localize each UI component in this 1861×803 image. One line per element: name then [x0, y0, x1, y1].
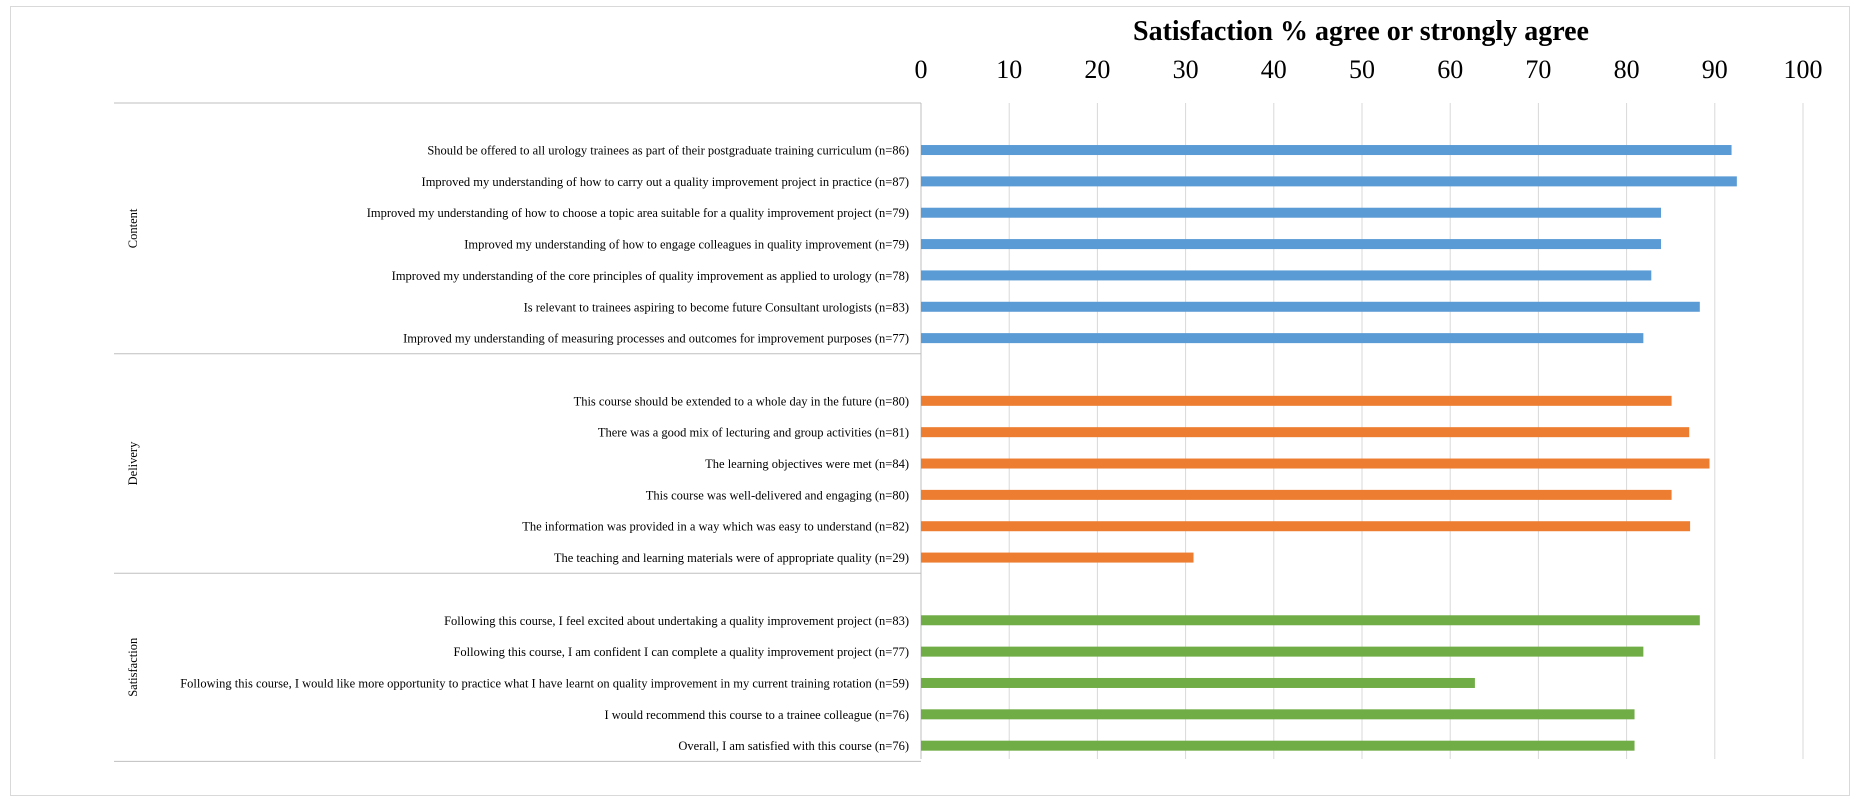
category-label: Improved my understanding of measuring p…: [403, 332, 909, 346]
bar: [921, 270, 1652, 281]
group-labels: Content Delivery Satisfaction: [126, 208, 140, 697]
x-tick-label: 0: [915, 55, 928, 84]
x-tick-label: 20: [1084, 55, 1110, 84]
x-tick-label: 70: [1525, 55, 1551, 84]
chart-frame: Satisfaction % agree or strongly agree 0…: [10, 6, 1850, 796]
category-label: The information was provided in a way wh…: [522, 520, 909, 534]
x-tick-label: 40: [1261, 55, 1287, 84]
x-tick-label: 10: [996, 55, 1022, 84]
bar: [921, 709, 1635, 720]
bar: [921, 301, 1700, 312]
category-label: The teaching and learning materials were…: [554, 551, 909, 565]
bar: [921, 427, 1690, 438]
category-label: Is relevant to trainees aspiring to beco…: [524, 300, 909, 314]
bar: [921, 145, 1732, 156]
category-label: Following this course, I am confident I …: [453, 645, 909, 659]
category-label: Overall, I am satisfied with this course…: [678, 739, 909, 753]
x-tick-label: 30: [1173, 55, 1199, 84]
bar: [921, 615, 1700, 626]
chart-title: Satisfaction % agree or strongly agree: [1133, 16, 1589, 47]
x-tick-label: 90: [1702, 55, 1728, 84]
bar: [921, 239, 1661, 250]
bar: [921, 521, 1691, 532]
group-label: Delivery: [126, 441, 140, 485]
bar: [921, 176, 1737, 187]
category-label: The learning objectives were met (n=84): [705, 457, 909, 471]
x-tick-label: 80: [1614, 55, 1640, 84]
category-label: Should be offered to all urology trainee…: [427, 144, 909, 158]
category-label: This course was well-delivered and engag…: [646, 488, 909, 502]
bar: [921, 646, 1644, 657]
bar: [921, 552, 1194, 563]
bar: [921, 395, 1672, 406]
bar: [921, 740, 1635, 751]
group-label: Satisfaction: [126, 637, 140, 697]
category-label: Following this course, I feel excited ab…: [444, 614, 909, 628]
x-tick-label: 100: [1784, 55, 1823, 84]
category-label: Improved my understanding of the core pr…: [392, 269, 909, 283]
category-label: Improved my understanding of how to carr…: [422, 175, 909, 189]
category-label: Improved my understanding of how to enga…: [464, 238, 909, 252]
bar: [921, 207, 1661, 218]
bar: [921, 677, 1475, 688]
x-tick-label: 60: [1437, 55, 1463, 84]
x-axis-ticks: 0 10 20 30 40 50 60 70 80 90 100: [915, 55, 1823, 84]
bar: [921, 489, 1672, 500]
bar: [921, 458, 1710, 469]
category-label: Following this course, I would like more…: [180, 676, 909, 690]
category-label: Improved my understanding of how to choo…: [367, 206, 909, 220]
category-label: This course should be extended to a whol…: [574, 394, 909, 408]
x-tick-label: 50: [1349, 55, 1375, 84]
bar-chart: Satisfaction % agree or strongly agree 0…: [114, 16, 1823, 762]
bar: [921, 333, 1644, 344]
category-label: I would recommend this course to a train…: [604, 708, 909, 722]
category-rows: Should be offered to all urology trainee…: [180, 144, 1737, 753]
category-label: There was a good mix of lecturing and gr…: [598, 426, 909, 440]
group-label: Content: [126, 208, 140, 248]
